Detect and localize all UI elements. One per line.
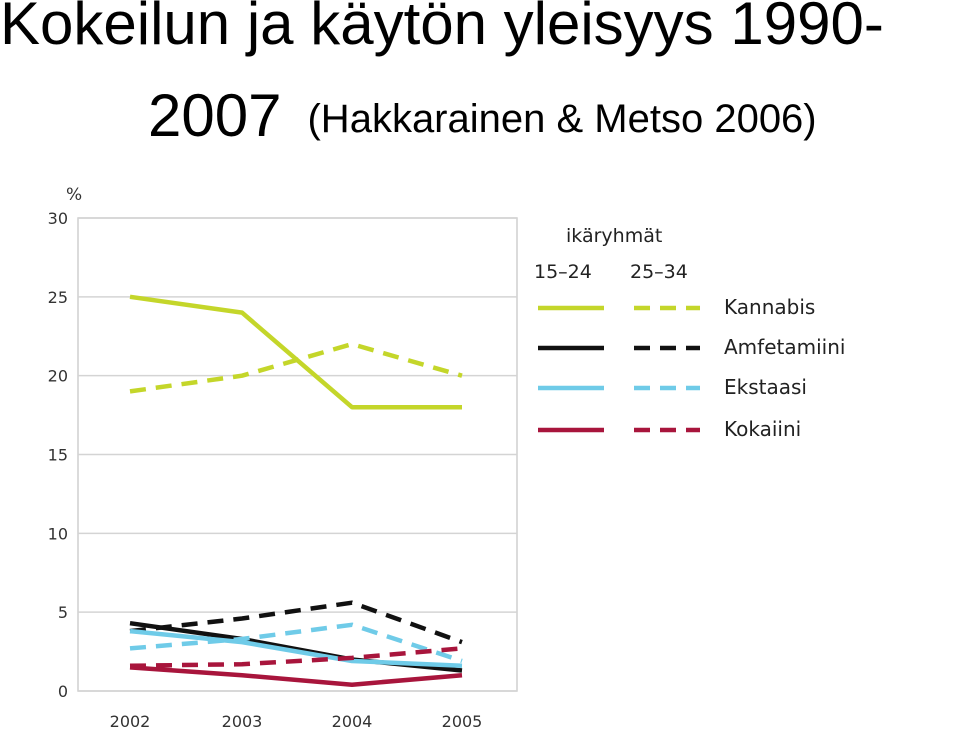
subtitle: (Hakkarainen & Metso 2006): [307, 97, 817, 141]
series-line-kokaiini-25-34: [129, 646, 463, 669]
series-line-kokaiini-15-24: [129, 665, 463, 687]
x-tick-label: 2004: [332, 712, 373, 731]
legend-label-amfetamiini: Amfetamiini: [724, 335, 845, 359]
x-tick-label: 2002: [110, 712, 151, 731]
y-tick-label: 0: [58, 682, 68, 701]
legend-label-kokaiini: Kokaiini: [724, 417, 801, 441]
y-tick-label: 20: [48, 367, 68, 386]
chart-legend: ikäryhmät 15–24 25–34 Kannabis Amfetamiini Ek…: [534, 225, 845, 441]
title-line-2: 2007 (Hakkarainen & Metso 2006): [148, 86, 817, 146]
x-tick-labels: 2002 2003 2004 2005: [110, 712, 483, 731]
y-tick-label: 5: [58, 603, 68, 622]
series-lines: [129, 294, 463, 687]
y-axis-label: %: [66, 185, 82, 205]
y-tick-label: 10: [48, 524, 68, 543]
chart-grid: [77, 217, 518, 692]
title-year: 2007: [148, 82, 282, 149]
title-line-1: Kokeilun ja käytön yleisyys 1990-: [0, 0, 884, 57]
y-tick-label: 30: [48, 209, 68, 228]
y-tick-label: 15: [48, 446, 68, 465]
series-line-amfetamiini-25-34: [129, 600, 463, 645]
x-tick-label: 2005: [442, 712, 483, 731]
series-line-ekstaasi-25-34: [129, 622, 463, 664]
legend-group-25-34: 25–34: [630, 261, 688, 283]
series-line-kannabis-15-24: [129, 294, 462, 410]
y-tick-labels: 0 5 10 15 20 25 30: [48, 209, 68, 701]
legend-label-kannabis: Kannabis: [724, 295, 815, 319]
series-line-kannabis-25-34: [129, 341, 463, 394]
series-line-ekstaasi-15-24: [129, 628, 463, 669]
y-tick-label: 25: [48, 288, 68, 307]
x-tick-label: 2003: [222, 712, 263, 731]
line-chart: 0 5 10 15 20 25 30 2002 2003 2004 2005 % ikäryhmä…: [48, 185, 846, 731]
legend-label-ekstaasi: Ekstaasi: [724, 375, 807, 399]
legend-group-15-24: 15–24: [534, 261, 592, 283]
legend-title: ikäryhmät: [566, 225, 662, 247]
